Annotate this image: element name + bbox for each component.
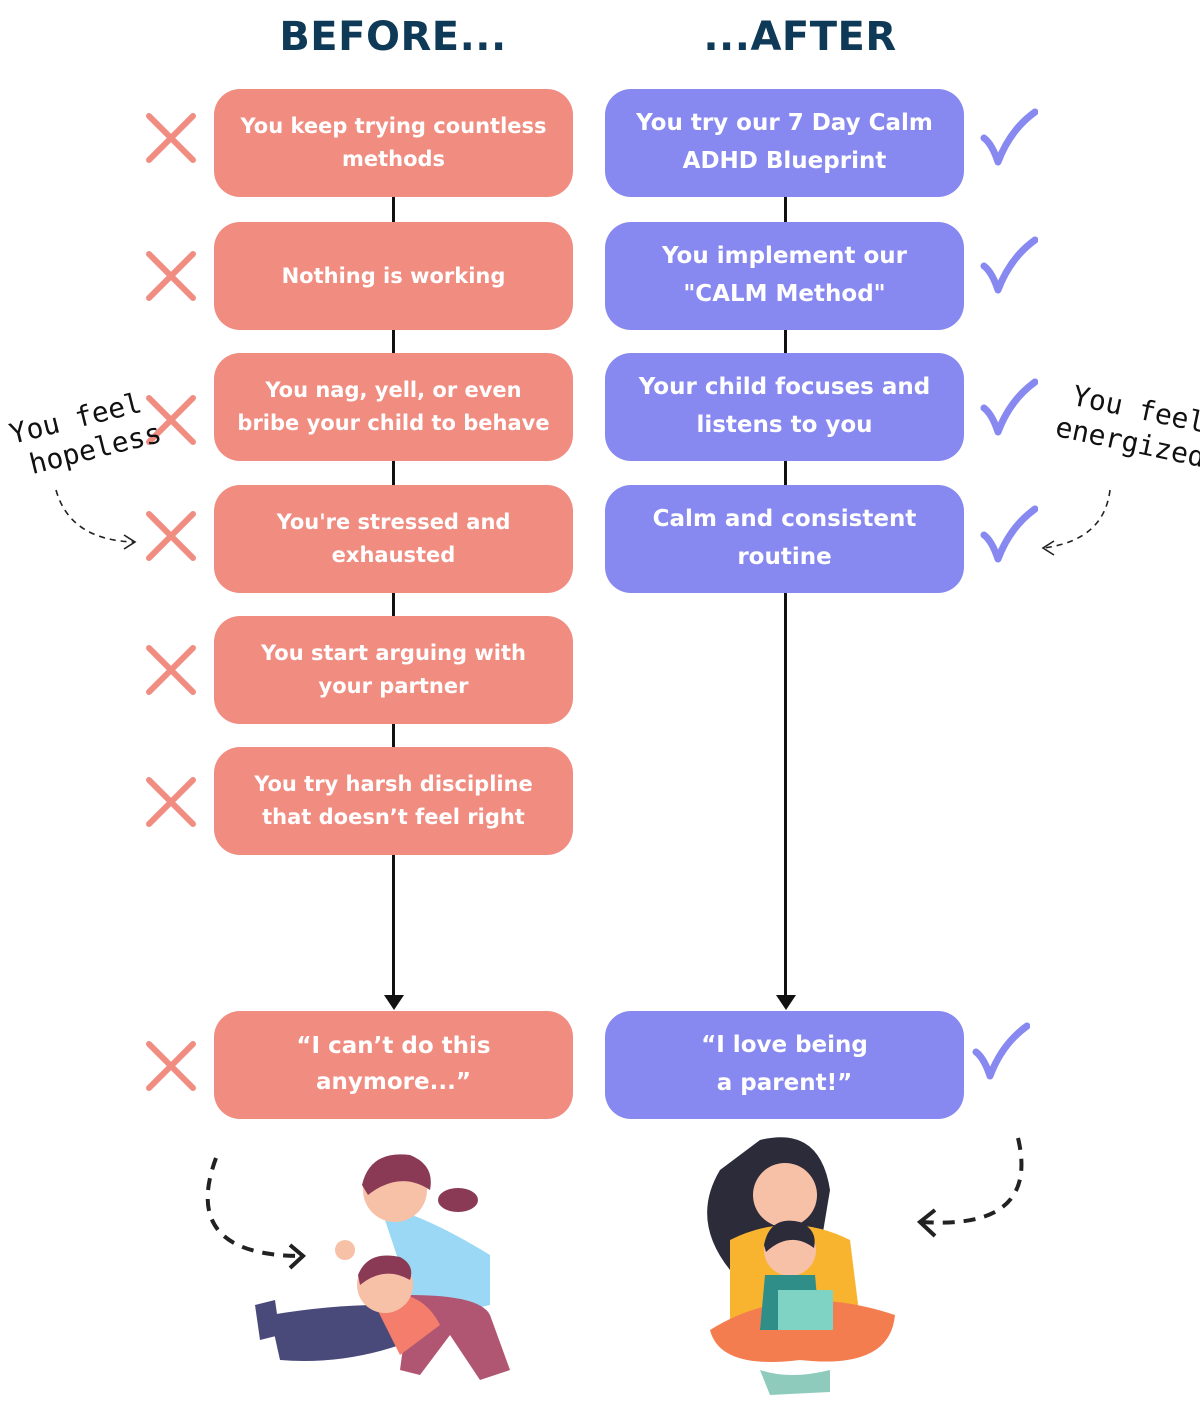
dashed-arrow-icon xyxy=(205,1157,301,1258)
x-icon xyxy=(146,251,196,301)
arrowhead-icon xyxy=(916,1208,937,1238)
after-result: “I love being a parent!” xyxy=(605,1011,964,1119)
checkmark-icon xyxy=(980,108,1038,166)
checkmark-icon xyxy=(980,505,1038,563)
before-arrowhead-icon xyxy=(384,995,404,1010)
checkmark-icon xyxy=(980,378,1038,436)
happy-parent-illustration xyxy=(707,1137,895,1395)
x-icon xyxy=(146,395,196,445)
before-step: You start arguing with your partner xyxy=(214,616,573,724)
after-step: You implement our "CALM Method" xyxy=(605,222,964,330)
checkmark-icon xyxy=(980,236,1038,294)
x-icon xyxy=(146,777,196,827)
before-step: You try harsh discipline that doesn’t fe… xyxy=(214,747,573,855)
dashed-arrow-icon xyxy=(1043,489,1111,549)
x-icon xyxy=(146,113,196,163)
after-step: Your child focuses and listens to you xyxy=(605,353,964,461)
checkmark-icon xyxy=(972,1022,1030,1080)
before-result: “I can’t do this anymore...” xyxy=(214,1011,573,1119)
x-icon xyxy=(146,511,196,561)
after-arrowhead-icon xyxy=(776,995,796,1010)
before-step: You keep trying countless methods xyxy=(214,89,573,197)
before-step: Nothing is working xyxy=(214,222,573,330)
after-step: You try our 7 Day Calm ADHD Blueprint xyxy=(605,89,964,197)
x-icon xyxy=(146,645,196,695)
before-heading: BEFORE... xyxy=(279,14,507,60)
arrowhead-icon xyxy=(123,534,137,550)
dashed-arrow-icon xyxy=(55,489,135,543)
before-step: You nag, yell, or even bribe your child … xyxy=(214,353,573,461)
arrowhead-icon xyxy=(1041,540,1055,556)
dashed-arrow-icon xyxy=(921,1137,1024,1225)
before-step: You're stressed and exhausted xyxy=(214,485,573,593)
after-step: Calm and consistent routine xyxy=(605,485,964,593)
after-heading: ...AFTER xyxy=(703,14,897,60)
frustrated-parent-illustration xyxy=(255,1154,510,1380)
arrowhead-icon xyxy=(288,1243,307,1270)
x-icon xyxy=(146,1041,196,1091)
